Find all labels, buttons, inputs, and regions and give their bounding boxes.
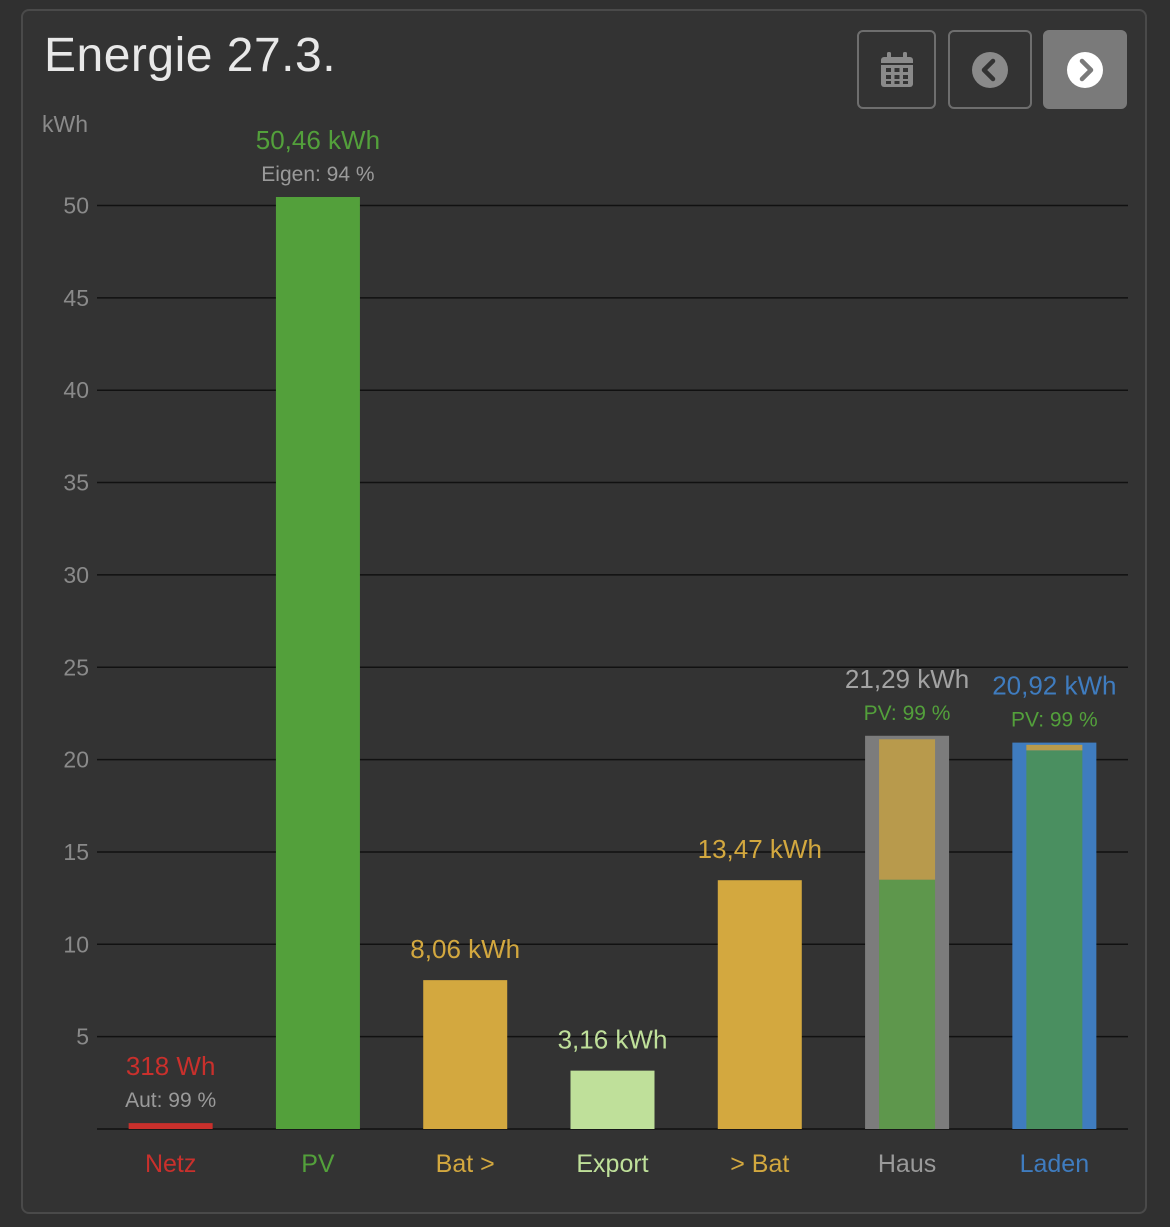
data-sublabel: Aut: 99 % — [125, 1089, 216, 1112]
data-label: 318 Wh — [126, 1051, 216, 1081]
data-label: 8,06 kWh — [410, 934, 520, 964]
prev-day-button[interactable] — [948, 30, 1032, 109]
x-tick-label: Haus — [878, 1150, 936, 1178]
bar-bat — [717, 880, 802, 1129]
bar-inner-segment — [879, 739, 936, 880]
calendar-icon — [880, 51, 913, 87]
x-tick-label: Netz — [145, 1150, 196, 1178]
bar-export — [570, 1070, 655, 1129]
y-tick-label: 40 — [63, 377, 89, 403]
x-tick-label: Export — [576, 1150, 648, 1178]
y-tick-label: 5 — [76, 1024, 89, 1050]
y-tick-label: 10 — [63, 931, 89, 957]
next-day-button[interactable] — [1043, 30, 1127, 109]
chevron-right-icon — [1067, 51, 1103, 88]
y-tick-label: 25 — [63, 654, 89, 680]
data-label: 20,92 kWh — [992, 671, 1116, 701]
data-sublabel: PV: 99 % — [1011, 709, 1098, 732]
bar-inner-segment — [1026, 744, 1083, 751]
bar-inner-segment — [879, 879, 936, 1129]
x-tick-label: PV — [301, 1150, 335, 1178]
x-tick-label: Laden — [1020, 1150, 1090, 1178]
y-tick-label: 35 — [63, 470, 89, 496]
bar-pv — [275, 197, 360, 1130]
bar-bat — [423, 980, 508, 1129]
data-label: 50,46 kWh — [256, 125, 380, 155]
calendar-button[interactable] — [857, 30, 936, 109]
data-sublabel: PV: 99 % — [864, 702, 951, 725]
data-label: 13,47 kWh — [698, 834, 822, 864]
y-tick-label: 15 — [63, 839, 89, 865]
y-tick-label: 50 — [63, 193, 89, 219]
data-label: 21,29 kWh — [845, 664, 969, 694]
y-axis-label: kWh — [42, 111, 88, 137]
x-tick-label: Bat > — [436, 1150, 495, 1178]
bar-netz — [128, 1123, 213, 1129]
y-tick-label: 30 — [63, 562, 89, 588]
data-label: 3,16 kWh — [558, 1025, 668, 1055]
data-sublabel: Eigen: 94 % — [261, 163, 374, 186]
y-tick-label: 20 — [63, 747, 89, 773]
chevron-left-icon — [972, 51, 1008, 88]
energy-card — [21, 9, 1147, 1214]
x-tick-label: > Bat — [730, 1150, 789, 1178]
bar-inner-segment — [1026, 750, 1083, 1129]
y-tick-label: 45 — [63, 285, 89, 311]
page-title: Energie 27.3. — [44, 29, 337, 82]
